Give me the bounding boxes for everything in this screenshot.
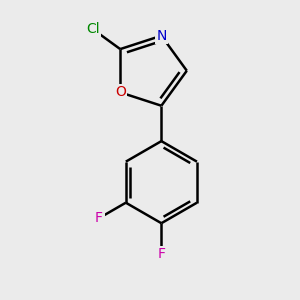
Text: Cl: Cl — [86, 22, 100, 36]
Text: F: F — [95, 211, 103, 225]
Text: F: F — [158, 248, 165, 261]
Text: N: N — [156, 29, 167, 43]
Text: O: O — [115, 85, 126, 99]
